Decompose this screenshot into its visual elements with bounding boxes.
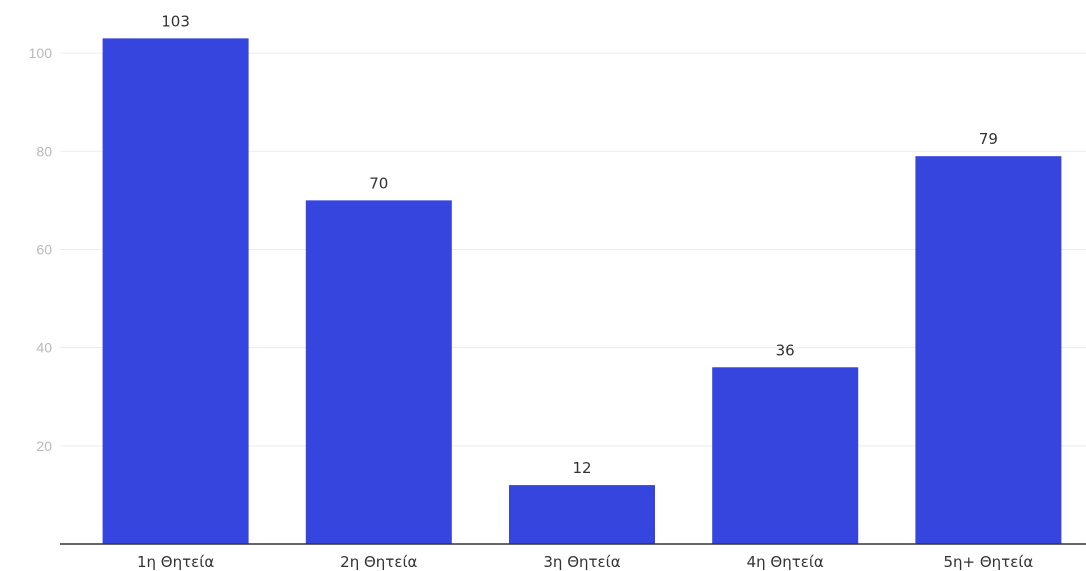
x-category-label: 5η+ Θητεία xyxy=(943,553,1033,571)
bar xyxy=(509,485,655,544)
y-tick-label: 100 xyxy=(29,45,53,61)
bar-value-label: 103 xyxy=(161,12,190,30)
x-category-label: 3η Θητεία xyxy=(543,553,620,571)
bar xyxy=(102,38,249,544)
x-category-label: 1η Θητεία xyxy=(137,553,214,571)
x-category-label: 2η Θητεία xyxy=(340,553,417,571)
value-labels: 103 70 12 36 79 xyxy=(161,12,998,477)
y-axis-ticks: 20 40 60 80 100 xyxy=(29,45,53,454)
bar-value-label: 12 xyxy=(572,459,591,477)
bar-value-label: 36 xyxy=(776,341,795,359)
bar xyxy=(712,367,859,544)
bar-value-label: 70 xyxy=(369,174,388,192)
bars xyxy=(102,38,1062,544)
y-tick-label: 80 xyxy=(36,143,52,159)
bar xyxy=(915,156,1062,544)
x-axis-categories: 1η Θητεία 2η Θητεία 3η Θητεία 4η Θητεία 5η+ … xyxy=(137,553,1033,571)
y-tick-label: 40 xyxy=(36,340,52,356)
y-tick-label: 60 xyxy=(36,241,52,257)
bar-value-label: 79 xyxy=(979,130,998,148)
y-tick-label: 20 xyxy=(36,438,52,454)
x-category-label: 4η Θητεία xyxy=(747,553,824,571)
bar xyxy=(305,200,452,544)
